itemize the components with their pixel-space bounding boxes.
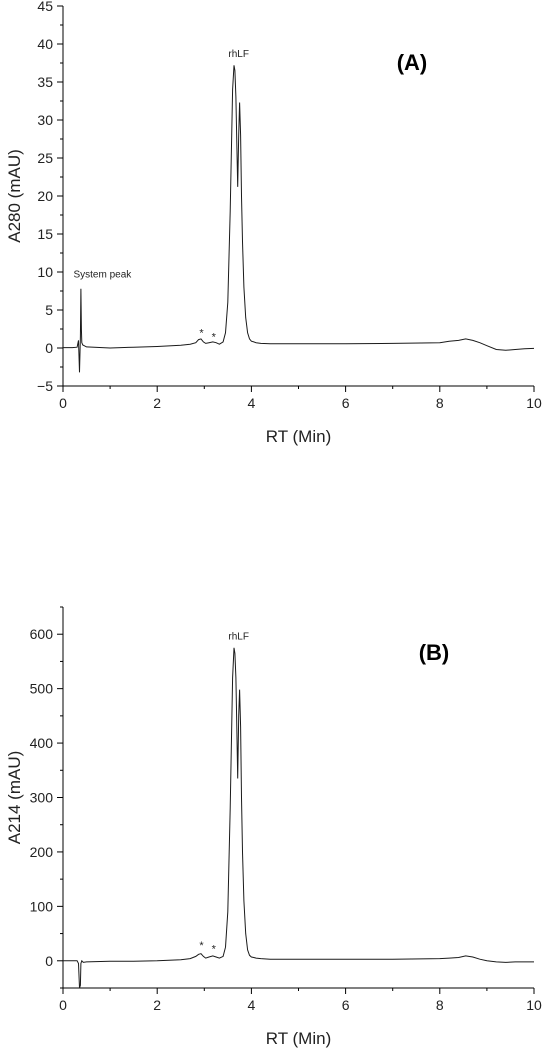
rhlf-peak-label: rhLF — [228, 49, 249, 60]
y-tick-label: 0 — [45, 953, 53, 969]
x-tick-label: 6 — [342, 997, 350, 1013]
x-tick-label: 4 — [248, 997, 256, 1013]
x-tick-label: 2 — [153, 997, 161, 1013]
impurity-marker: * — [212, 331, 217, 343]
impurity-marker: * — [212, 944, 217, 956]
y-tick-label: 25 — [37, 150, 53, 166]
impurity-marker: * — [199, 940, 204, 952]
x-tick-label: 6 — [342, 395, 350, 411]
chromatogram-trace — [63, 65, 535, 373]
chromatogram-trace — [63, 647, 534, 989]
impurity-marker: * — [199, 328, 204, 340]
x-tick-label: 10 — [526, 997, 542, 1013]
x-tick-label: 10 — [526, 395, 542, 411]
y-axis-title: A280 (mAU) — [5, 149, 24, 243]
y-tick-label: 200 — [30, 844, 54, 860]
y-tick-label: 300 — [30, 790, 54, 806]
x-axis-title: RT (Min) — [266, 1029, 332, 1048]
y-tick-label: 15 — [37, 226, 53, 242]
x-tick-label: 0 — [59, 997, 67, 1013]
x-axis-title: RT (Min) — [266, 427, 332, 446]
y-tick-label: 40 — [37, 36, 53, 52]
x-tick-label: 8 — [436, 395, 444, 411]
y-tick-label: 10 — [37, 264, 53, 280]
y-tick-label: 400 — [30, 735, 54, 751]
panel-label: (A) — [397, 50, 428, 75]
y-tick-label: 35 — [37, 74, 53, 90]
x-tick-label: 8 — [436, 997, 444, 1013]
y-tick-label: 45 — [37, 0, 53, 14]
y-tick-label: 100 — [30, 898, 54, 914]
system-peak-label: System peak — [73, 269, 132, 280]
y-tick-label: 5 — [45, 302, 53, 318]
y-tick-label: 30 — [37, 112, 53, 128]
panel-label: (B) — [419, 640, 450, 665]
x-tick-label: 0 — [59, 395, 67, 411]
y-tick-label: 20 — [37, 188, 53, 204]
y-tick-label: −5 — [37, 378, 53, 394]
y-tick-label: 0 — [45, 340, 53, 356]
x-tick-label: 4 — [248, 395, 256, 411]
x-tick-label: 2 — [153, 395, 161, 411]
y-tick-label: 500 — [30, 681, 54, 697]
y-axis-title: A214 (mAU) — [5, 751, 24, 845]
chart-panel-a: 0 2 4 6 8 10 −5 0 5 10 15 20 25 30 35 40 45 RT (Min) A280 … — [5, 0, 542, 446]
rhlf-peak-label: rhLF — [228, 632, 249, 643]
y-tick-label: 600 — [30, 626, 54, 642]
